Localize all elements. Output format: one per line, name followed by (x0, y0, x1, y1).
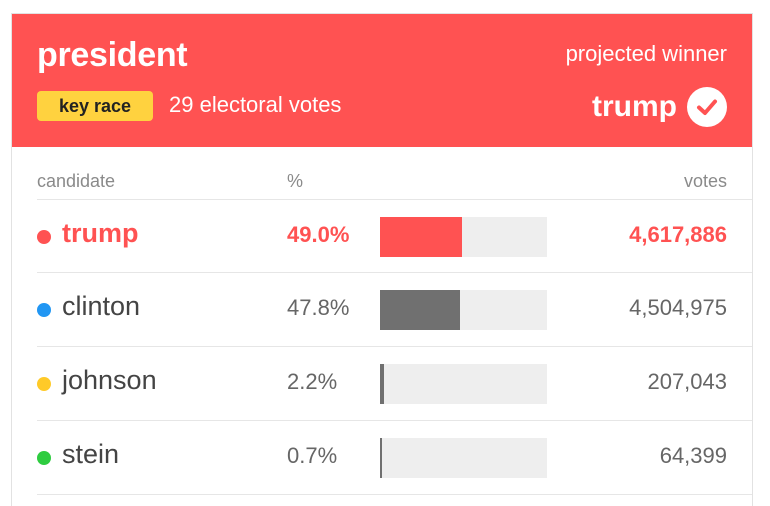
winner-name: trump (592, 90, 677, 123)
row-divider (37, 494, 752, 495)
vote-share-fill (380, 438, 382, 478)
row-divider (37, 346, 752, 347)
candidate-percent: 49.0% (287, 222, 350, 247)
party-dot-icon (37, 230, 51, 244)
race-title: president (37, 36, 188, 74)
vote-share-bar (380, 364, 547, 404)
projected-winner: trump (592, 87, 727, 127)
column-header-percent: % (287, 171, 304, 191)
candidate-name: johnson (62, 365, 157, 395)
candidate-percent: 2.2% (287, 369, 338, 394)
candidate-percent: 0.7% (287, 443, 338, 468)
candidate-name: stein (62, 439, 120, 469)
candidate-row-johnson: johnson 2.2% 207,043 (12, 347, 752, 420)
candidate-votes: 207,043 (647, 369, 727, 394)
row-divider (37, 199, 752, 200)
candidate-votes: 4,617,886 (629, 222, 727, 247)
candidate-votes: 64,399 (659, 443, 727, 468)
column-header-votes: votes (683, 171, 727, 191)
projected-winner-label: projected winner (565, 41, 727, 66)
vote-share-bar (380, 438, 547, 478)
candidate-votes: 4,504,975 (629, 295, 727, 320)
candidate-name: clinton (62, 291, 141, 321)
electoral-votes-label: 29 electoral votes (169, 92, 342, 117)
vote-share-fill (380, 290, 460, 330)
row-divider (37, 420, 752, 421)
candidate-percent: 47.8% (287, 295, 350, 320)
race-card: president key race 29 electoral votes pr… (11, 13, 753, 506)
candidate-row-trump: trump 49.0% 4,617,886 (12, 200, 752, 273)
party-dot-icon (37, 377, 51, 391)
vote-share-fill (380, 364, 384, 404)
candidate-name: trump (62, 218, 139, 248)
vote-share-bar (380, 290, 547, 330)
vote-share-fill (380, 217, 462, 257)
row-divider (37, 272, 752, 273)
vote-share-bar (380, 217, 547, 257)
party-dot-icon (37, 303, 51, 317)
checkmark-icon (687, 87, 727, 127)
party-dot-icon (37, 451, 51, 465)
column-header-candidate: candidate (37, 171, 116, 191)
race-header: president key race 29 electoral votes pr… (12, 14, 752, 147)
candidate-row-clinton: clinton 47.8% 4,504,975 (12, 273, 752, 346)
key-race-badge: key race (37, 91, 153, 121)
candidate-row-stein: stein 0.7% 64,399 (12, 421, 752, 494)
